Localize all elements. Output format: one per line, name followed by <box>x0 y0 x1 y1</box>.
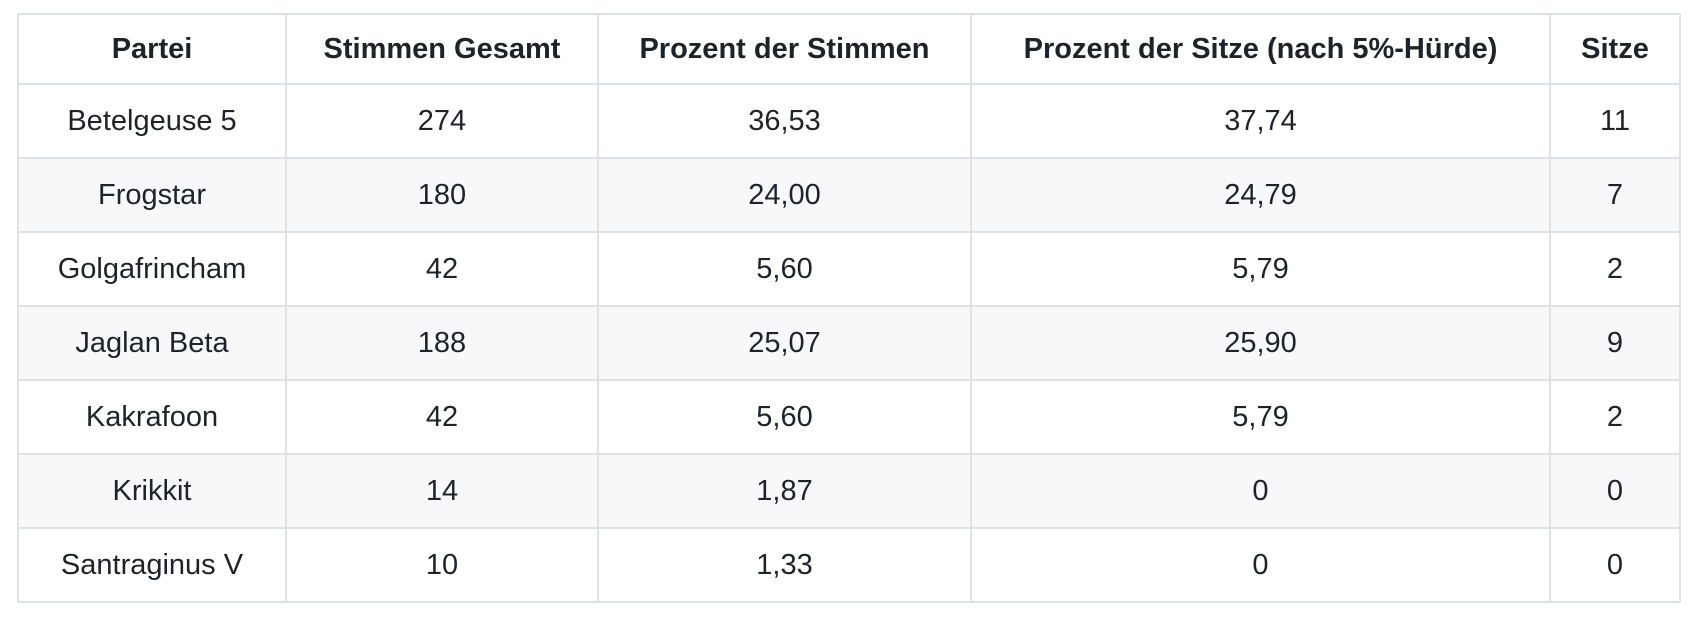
cell-sitze: 7 <box>1549 157 1681 233</box>
cell-stimmen-gesamt: 10 <box>285 527 599 603</box>
cell-partei: Kakrafoon <box>17 379 287 455</box>
column-header-partei: Partei <box>17 13 287 85</box>
column-header-stimmen-gesamt: Stimmen Gesamt <box>285 13 599 85</box>
column-header-prozent-stimmen: Prozent der Stimmen <box>597 13 972 85</box>
cell-partei: Frogstar <box>17 157 287 233</box>
cell-partei: Krikkit <box>17 453 287 529</box>
cell-partei: Jaglan Beta <box>17 305 287 381</box>
cell-stimmen-gesamt: 274 <box>285 83 599 159</box>
cell-sitze: 11 <box>1549 83 1681 159</box>
cell-prozent-sitze: 5,79 <box>970 379 1551 455</box>
cell-prozent-stimmen: 1,87 <box>597 453 972 529</box>
cell-partei: Betelgeuse 5 <box>17 83 287 159</box>
table-row: Krikkit 14 1,87 0 0 <box>17 453 1681 529</box>
cell-prozent-stimmen: 24,00 <box>597 157 972 233</box>
election-results-table-container: Partei Stimmen Gesamt Prozent der Stimme… <box>17 13 1681 603</box>
cell-prozent-stimmen: 1,33 <box>597 527 972 603</box>
table-row: Santraginus V 10 1,33 0 0 <box>17 527 1681 603</box>
cell-sitze: 0 <box>1549 527 1681 603</box>
header-row: Partei Stimmen Gesamt Prozent der Stimme… <box>17 13 1681 85</box>
cell-partei: Golgafrincham <box>17 231 287 307</box>
election-results-table: Partei Stimmen Gesamt Prozent der Stimme… <box>17 13 1681 603</box>
cell-stimmen-gesamt: 188 <box>285 305 599 381</box>
column-header-sitze: Sitze <box>1549 13 1681 85</box>
cell-sitze: 2 <box>1549 231 1681 307</box>
table-body: Betelgeuse 5 274 36,53 37,74 11 Frogstar… <box>17 83 1681 603</box>
cell-prozent-sitze: 37,74 <box>970 83 1551 159</box>
table-header: Partei Stimmen Gesamt Prozent der Stimme… <box>17 13 1681 85</box>
cell-sitze: 0 <box>1549 453 1681 529</box>
table-row: Betelgeuse 5 274 36,53 37,74 11 <box>17 83 1681 159</box>
cell-sitze: 9 <box>1549 305 1681 381</box>
table-row: Jaglan Beta 188 25,07 25,90 9 <box>17 305 1681 381</box>
cell-partei: Santraginus V <box>17 527 287 603</box>
cell-prozent-stimmen: 36,53 <box>597 83 972 159</box>
table-row: Golgafrincham 42 5,60 5,79 2 <box>17 231 1681 307</box>
cell-prozent-sitze: 25,90 <box>970 305 1551 381</box>
cell-prozent-stimmen: 5,60 <box>597 379 972 455</box>
table-row: Kakrafoon 42 5,60 5,79 2 <box>17 379 1681 455</box>
cell-prozent-stimmen: 5,60 <box>597 231 972 307</box>
cell-stimmen-gesamt: 42 <box>285 379 599 455</box>
cell-stimmen-gesamt: 180 <box>285 157 599 233</box>
column-header-prozent-sitze: Prozent der Sitze (nach 5%-Hürde) <box>970 13 1551 85</box>
table-row: Frogstar 180 24,00 24,79 7 <box>17 157 1681 233</box>
cell-stimmen-gesamt: 14 <box>285 453 599 529</box>
cell-prozent-sitze: 0 <box>970 453 1551 529</box>
cell-prozent-sitze: 5,79 <box>970 231 1551 307</box>
cell-sitze: 2 <box>1549 379 1681 455</box>
cell-prozent-stimmen: 25,07 <box>597 305 972 381</box>
cell-prozent-sitze: 0 <box>970 527 1551 603</box>
cell-prozent-sitze: 24,79 <box>970 157 1551 233</box>
cell-stimmen-gesamt: 42 <box>285 231 599 307</box>
